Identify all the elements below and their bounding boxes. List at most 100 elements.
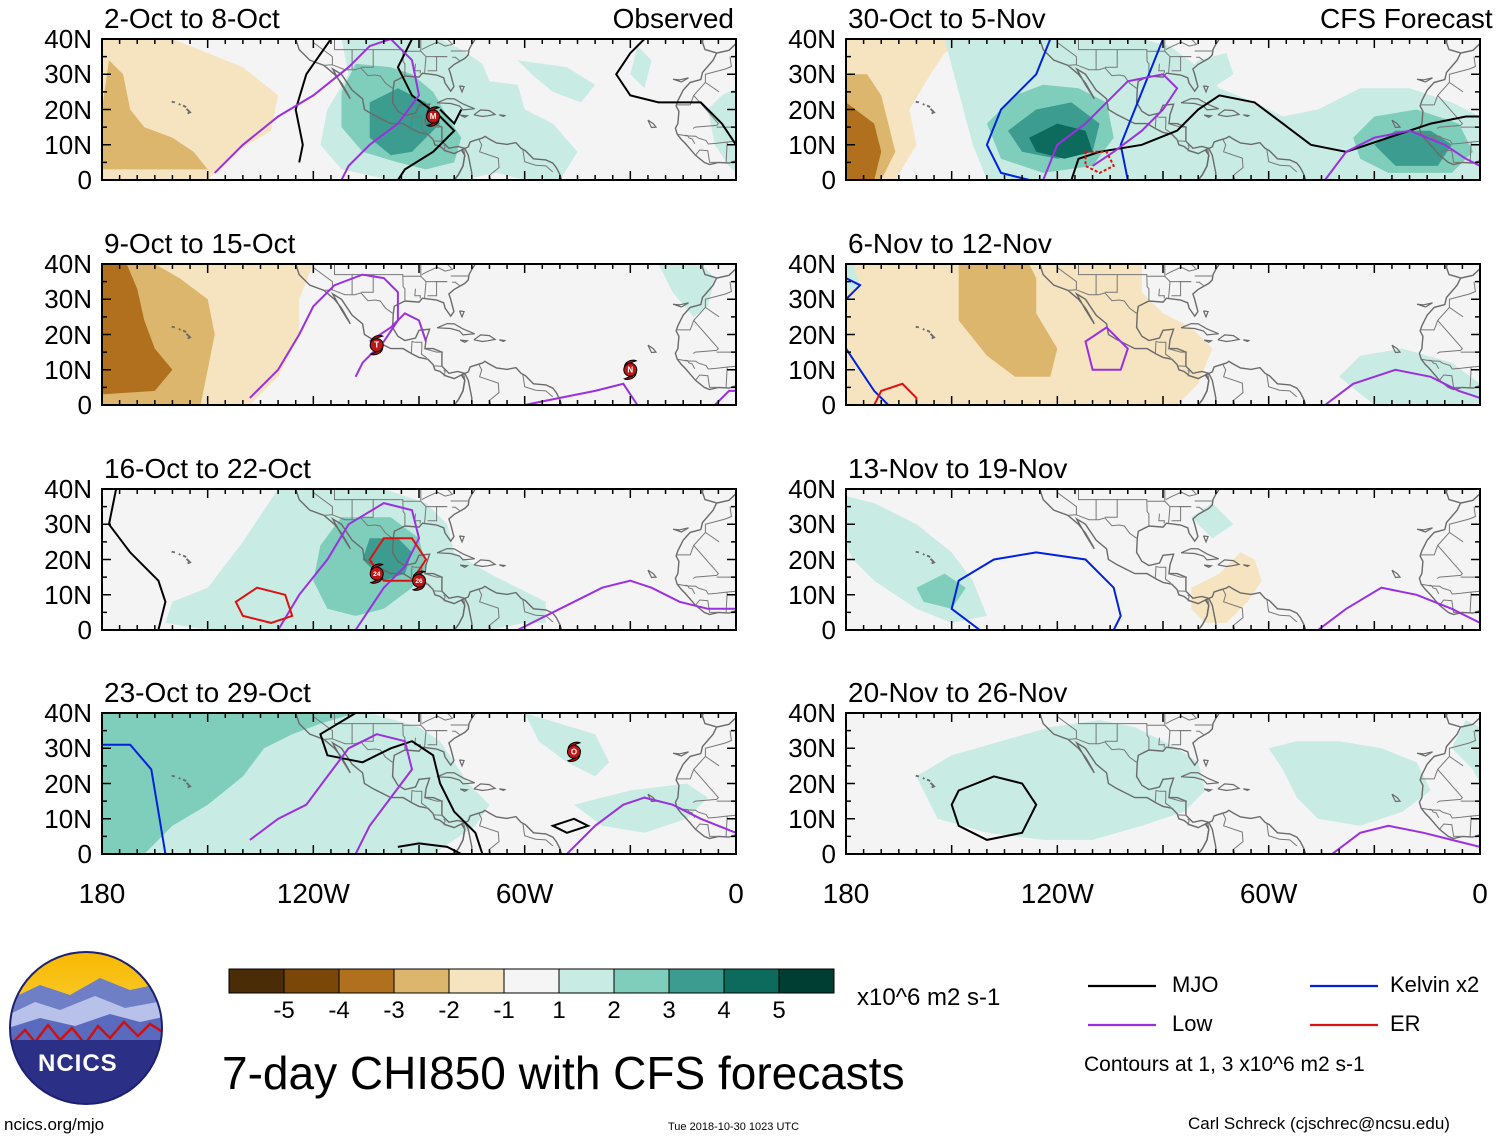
footer-url[interactable]: ncics.org/mjo	[4, 1115, 105, 1134]
latitude-label: 0	[77, 615, 92, 645]
shaded-region	[958, 264, 1058, 377]
longitude-label: 0	[1472, 878, 1488, 909]
low-contour	[277, 502, 421, 630]
storm-label: O	[571, 747, 577, 756]
shaded-region	[630, 46, 652, 89]
latitude-label: 0	[77, 390, 92, 420]
low-contour	[1324, 368, 1480, 405]
shaded-region	[846, 102, 882, 180]
colorbar-swatch	[613, 968, 670, 994]
latitude-label: 40N	[788, 474, 836, 504]
longitude-label: 0	[728, 878, 744, 909]
colorbar-tick-label: -2	[438, 997, 460, 1024]
storm-marker-icon: N	[623, 359, 638, 381]
colorbar-tick-label: -3	[383, 997, 405, 1024]
mjo-contour	[1070, 94, 1480, 180]
low-contour	[524, 382, 639, 405]
storm-label: 26	[415, 578, 423, 585]
latitude-label: 0	[821, 165, 836, 195]
panel-title: 23-Oct to 29-Oct	[102, 677, 313, 709]
low-contour	[566, 796, 736, 854]
longitude-label: 60W	[495, 878, 554, 909]
latitude-label: 10N	[44, 129, 92, 160]
map-panel-3: 24 26	[101, 488, 737, 631]
storm-marker-icon: T	[369, 334, 384, 356]
latitude-label: 0	[821, 839, 836, 869]
mjo-contour	[950, 775, 1038, 841]
panel-title: 20-Nov to 26-Nov	[846, 677, 1070, 709]
colorbar-tick-label: 1	[552, 997, 566, 1024]
mjo-contour	[319, 713, 484, 854]
latitude-label: 10N	[788, 579, 836, 610]
logo-text: NCICS	[38, 1050, 118, 1077]
colorbar-tick-label: -5	[273, 997, 295, 1024]
low-contour	[714, 389, 736, 405]
latitude-label: 0	[77, 839, 92, 869]
kel-contour	[102, 743, 167, 854]
storm-label: 24	[373, 571, 381, 578]
latitude-label: 20N	[44, 319, 92, 350]
longitude-label: 180	[78, 878, 126, 909]
storm-marker-icon: 26	[411, 570, 427, 591]
latitude-label: 30N	[788, 59, 836, 90]
latitude-label: 20N	[44, 94, 92, 125]
shaded-region	[1268, 741, 1431, 826]
legend-label: ER	[1390, 1011, 1421, 1036]
panel-title: 13-Nov to 19-Nov	[846, 453, 1070, 485]
latitude-label: 40N	[44, 474, 92, 504]
colorbar-swatch	[778, 968, 835, 994]
latitude-label: 20N	[788, 319, 836, 350]
shaded-region	[1339, 348, 1480, 405]
panel-source-label: CFS Forecast	[1320, 3, 1493, 34]
latitude-label: 30N	[44, 509, 92, 540]
page-title: 7-day CHI850 with CFS forecasts	[222, 1047, 905, 1099]
er-contour	[368, 537, 428, 582]
panel-title: 16-Oct to 22-Oct	[102, 453, 313, 485]
latitude-label: 30N	[788, 284, 836, 315]
colorbar-tick-label: 2	[607, 997, 621, 1024]
latitude-label: 30N	[44, 733, 92, 764]
storm-label: M	[430, 112, 437, 121]
panel-source-label: Observed	[612, 3, 734, 34]
legend-label: Low	[1172, 1011, 1213, 1036]
latitude-label: 20N	[788, 94, 836, 125]
mjo-contour	[294, 39, 332, 163]
footer-author: Carl Schreck (cjschrec@ncsu.edu)	[1188, 1114, 1450, 1133]
colorbar-swatch	[503, 968, 560, 994]
shaded-region	[574, 783, 708, 833]
latitude-label: 10N	[44, 803, 92, 834]
low-contour	[1317, 586, 1480, 630]
kel-contour	[846, 277, 862, 301]
kel-contour	[1119, 39, 1164, 180]
latitude-label: 30N	[788, 509, 836, 540]
colorbar-swatch	[393, 968, 450, 994]
low-contour	[1331, 824, 1480, 854]
colorbar-swatch	[228, 968, 285, 994]
low-contour	[369, 312, 427, 343]
colorbar-tick-label: 3	[662, 997, 676, 1024]
longitude-label: 120W	[276, 878, 350, 909]
kel-contour	[950, 551, 1122, 630]
panel-title: 6-Nov to 12-Nov	[846, 228, 1054, 260]
latitude-label: 40N	[788, 249, 836, 279]
panel-title: 30-Oct to 5-Nov	[846, 3, 1048, 35]
map-panel-6	[845, 263, 1481, 406]
latitude-label: 30N	[44, 59, 92, 90]
latitude-label: 20N	[44, 544, 92, 575]
latitude-label: 10N	[788, 354, 836, 385]
longitude-label: 180	[822, 878, 870, 909]
latitude-label: 10N	[44, 354, 92, 385]
mjo-contour	[614, 39, 736, 146]
shaded-region	[1177, 53, 1234, 89]
latitude-label: 10N	[44, 579, 92, 610]
longitude-label: 60W	[1239, 878, 1298, 909]
map-panel-5	[845, 38, 1481, 181]
shaded-region	[102, 713, 356, 854]
latitude-label: 10N	[788, 803, 836, 834]
mjo-contour	[550, 817, 591, 834]
shaded-region	[109, 39, 138, 57]
legend-label: Kelvin x2	[1390, 972, 1480, 997]
